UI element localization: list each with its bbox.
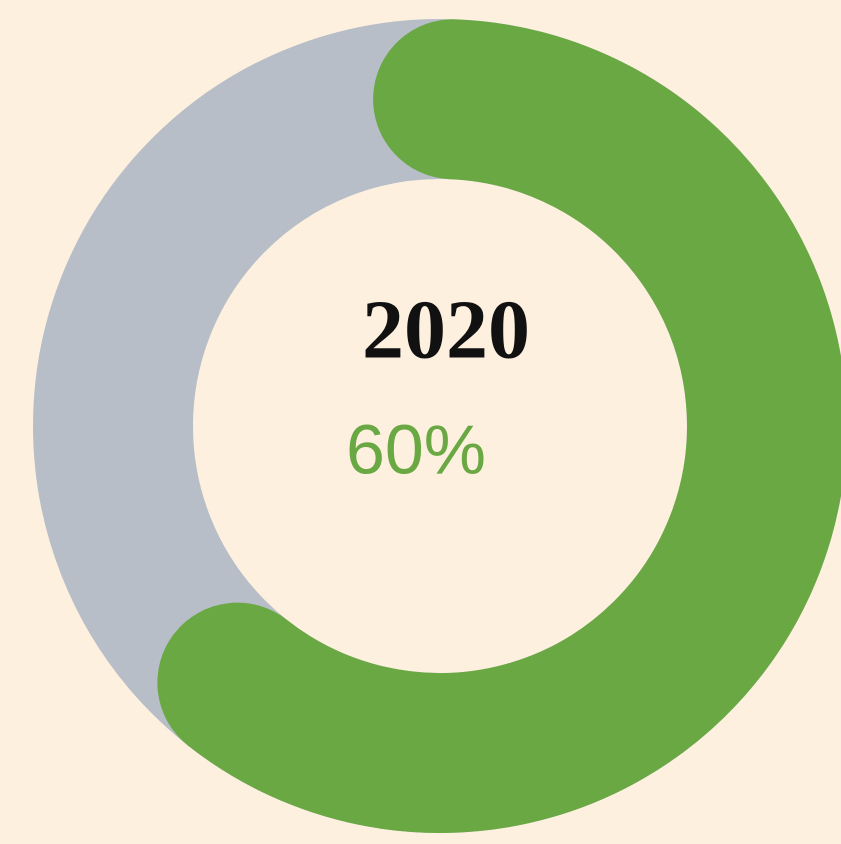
chart-title: 2020	[362, 283, 530, 376]
donut-arc	[157, 19, 841, 833]
value-label: 60%	[346, 410, 486, 488]
